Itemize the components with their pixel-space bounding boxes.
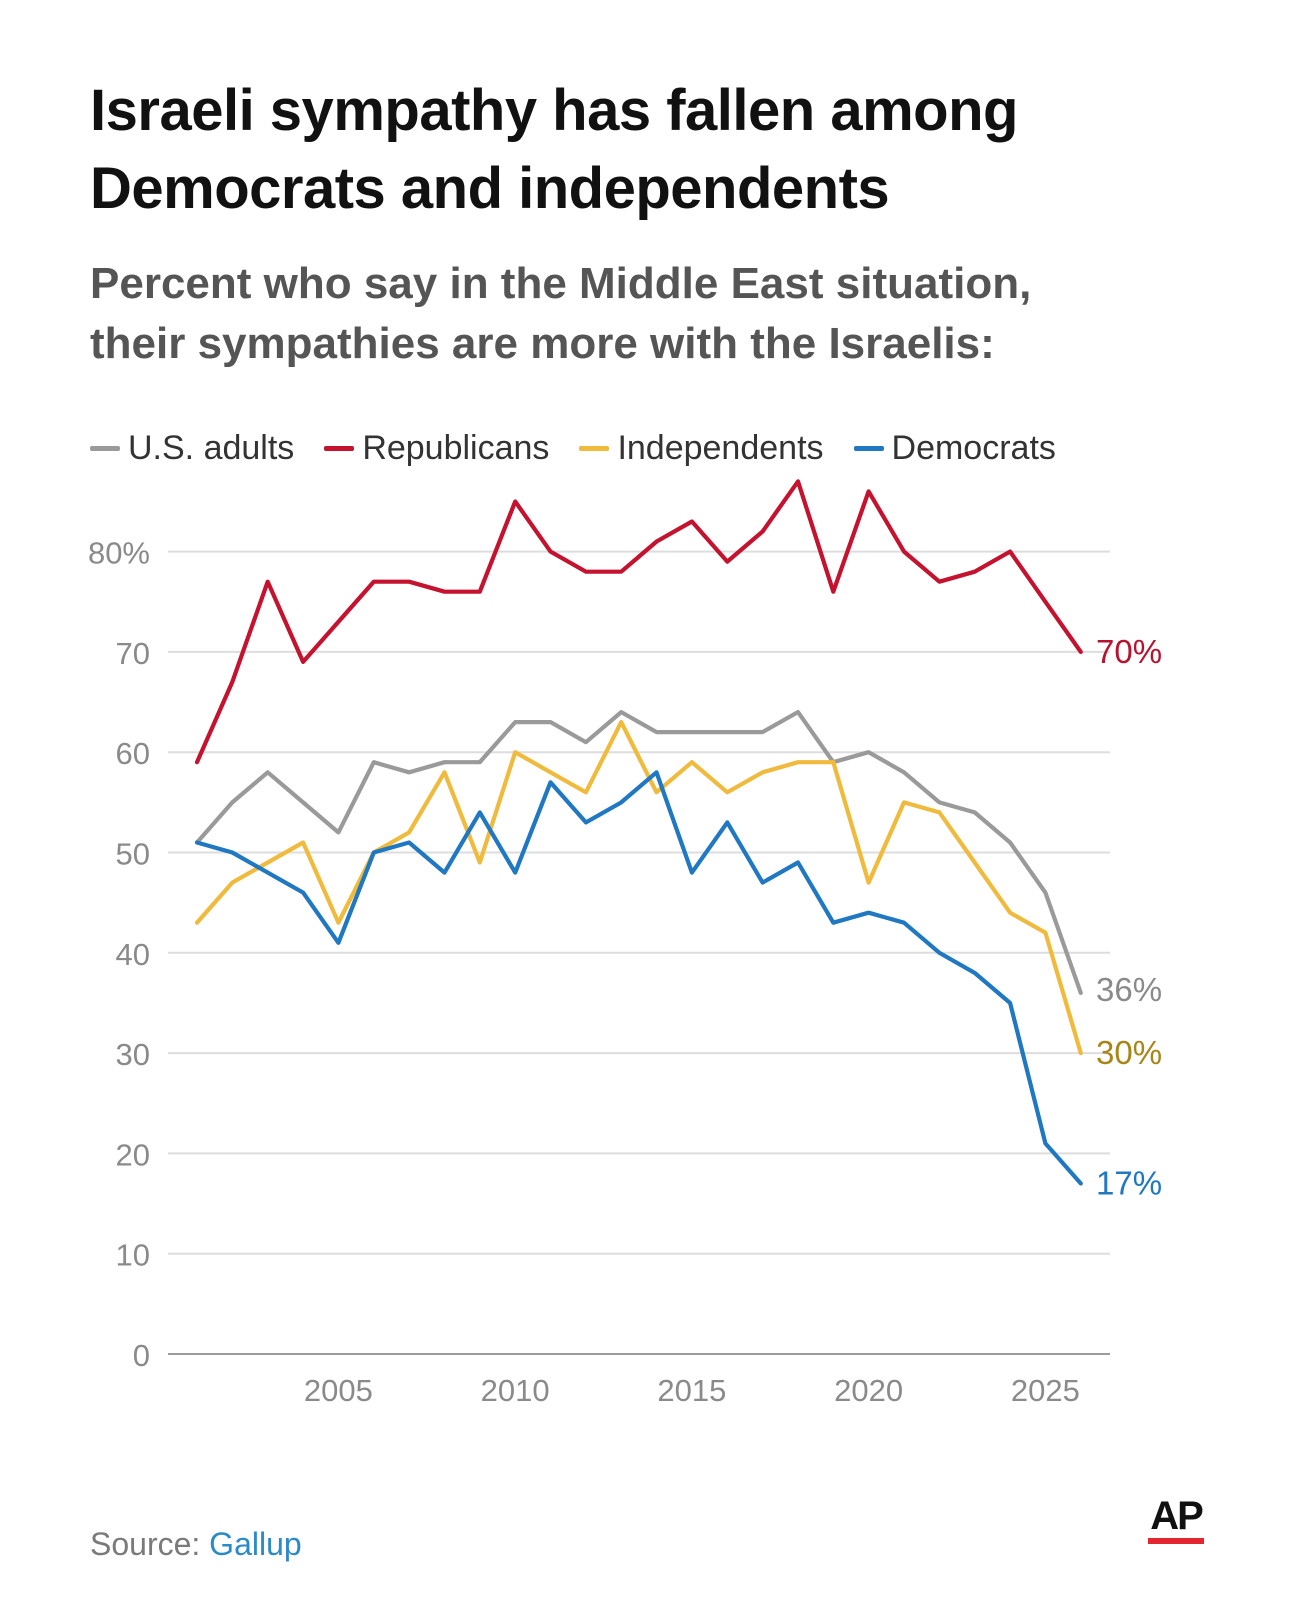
x-tick-label-2005: 2005 <box>304 1373 373 1408</box>
end-label-democrats: 17% <box>1096 1164 1162 1201</box>
y-tick-label-80: 80% <box>88 536 150 571</box>
legend-swatch-independents <box>579 445 610 451</box>
legend-label-democrats: Democrats <box>891 428 1056 467</box>
chart-subtitle-line-1: Percent who say in the Middle East situa… <box>90 259 1032 308</box>
chart-legend: U.S. adults Republicans Independents Dem… <box>90 426 1056 470</box>
legend-swatch-democrats <box>853 445 884 451</box>
ap-logo: AP <box>1148 1496 1204 1544</box>
source-link-gallup[interactable]: Gallup <box>209 1526 302 1562</box>
y-tick-label-10: 10 <box>116 1238 150 1273</box>
x-tick-label-2010: 2010 <box>481 1373 550 1408</box>
series-line-democrats <box>194 770 1083 1186</box>
end-label-us_adults: 36% <box>1096 971 1162 1008</box>
series-line-independents <box>194 719 1083 1056</box>
x-tick-label-2015: 2015 <box>657 1373 726 1408</box>
y-tick-label-30: 30 <box>116 1037 150 1072</box>
legend-swatch-republicans <box>324 445 355 451</box>
chart-title-line-1: Israeli sympathy has fallen among <box>90 78 1018 143</box>
end-label-independents: 30% <box>1096 1034 1162 1071</box>
y-tick-label-20: 20 <box>116 1137 150 1172</box>
source-note: Source: Gallup <box>90 1526 302 1563</box>
legend-label-republicans: Republicans <box>362 428 550 467</box>
ap-logo-bar <box>1148 1538 1204 1544</box>
legend-label-us-adults: U.S. adults <box>128 428 295 467</box>
chart-title-line-2: Democrats and independents <box>90 156 890 221</box>
x-tick-label-2025: 2025 <box>1011 1373 1080 1408</box>
ap-logo-text: AP <box>1150 1494 1204 1538</box>
x-tick-label-2020: 2020 <box>834 1373 903 1408</box>
y-tick-label-0: 0 <box>133 1338 150 1373</box>
series-line-republicans <box>194 479 1083 765</box>
y-tick-label-60: 60 <box>116 736 150 771</box>
legend-item-republicans: Republicans <box>324 429 549 468</box>
legend-swatch-us-adults <box>90 445 120 451</box>
legend-item-us-adults: U.S. adults <box>90 429 294 468</box>
legend-label-independents: Independents <box>617 428 824 467</box>
line-chart: 0 10 20 30 40 50 60 70 80% 2005 2010 2015 2020 2025 36… <box>88 479 1162 1408</box>
y-tick-label-50: 50 <box>116 837 150 872</box>
source-label: Source: <box>90 1526 201 1562</box>
chart-subtitle: Percent who say in the Middle East situa… <box>90 254 1210 374</box>
y-tick-label-40: 40 <box>116 937 150 972</box>
legend-item-independents: Independents <box>579 428 824 468</box>
legend-item-democrats: Democrats <box>853 428 1056 468</box>
chart-title: Israeli sympathy has fallen among Democr… <box>90 72 1210 228</box>
y-tick-label-70: 70 <box>116 636 150 671</box>
series-line-us_adults <box>194 709 1083 996</box>
end-label-republicans: 70% <box>1096 633 1162 670</box>
chart-subtitle-line-2: their sympathies are more with the Israe… <box>90 319 995 368</box>
